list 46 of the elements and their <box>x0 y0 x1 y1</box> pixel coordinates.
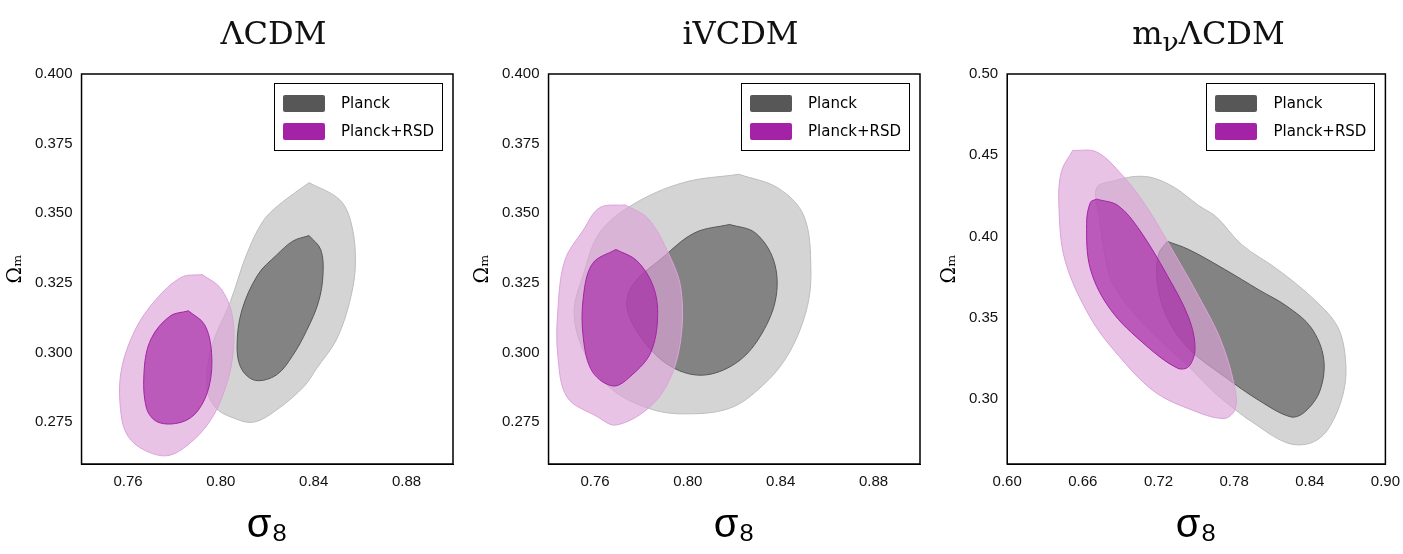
x-tick-label: 0.90 <box>1370 472 1400 490</box>
x-tick-label: 0.88 <box>391 472 422 490</box>
y-tick-label: 0.300 <box>501 342 540 360</box>
y-tick-label: 0.45 <box>968 145 999 163</box>
y-tick-label: 0.325 <box>34 273 73 291</box>
y-tick-label: 0.40 <box>968 226 999 244</box>
chart-title: ΛCDM <box>219 13 328 54</box>
legend-label: Planck <box>1273 94 1323 112</box>
x-tick-label: 0.84 <box>1295 472 1325 490</box>
y-axis-title: Ωₘ <box>2 254 27 284</box>
x-tick-label: 0.76 <box>113 472 143 490</box>
x-tick-label: 0.72 <box>1143 472 1174 490</box>
y-tick-label: 0.35 <box>968 307 999 325</box>
y-tick-label: 0.275 <box>501 412 540 430</box>
x-tick-label: 0.66 <box>1068 472 1098 490</box>
y-tick-label: 0.275 <box>34 412 73 430</box>
legend-label: Planck <box>808 94 857 112</box>
y-tick-label: 0.375 <box>34 133 73 151</box>
y-axis-title: Ωₘ <box>469 254 494 284</box>
y-tick-label: 0.350 <box>501 203 540 221</box>
x-axis-title: σ₈ <box>246 501 288 546</box>
legend-label: Planck+RSD <box>1273 122 1367 140</box>
y-tick-label: 0.350 <box>34 203 73 221</box>
legend-label: Planck+RSD <box>341 122 434 140</box>
y-tick-label: 0.400 <box>501 64 540 82</box>
y-tick-label: 0.325 <box>501 273 540 291</box>
x-tick-label: 0.84 <box>299 472 329 490</box>
y-tick-label: 0.400 <box>34 64 73 82</box>
y-axis-title: Ωₘ <box>936 254 961 284</box>
y-tick-label: 0.375 <box>501 133 540 151</box>
y-tick-label: 0.300 <box>34 342 73 360</box>
chart-title: m$_{ν}$ΛCDM <box>1131 13 1286 60</box>
x-tick-label: 0.78 <box>1219 472 1249 490</box>
x-tick-label: 0.60 <box>992 472 1022 490</box>
legend-label: Planck+RSD <box>808 122 901 140</box>
y-tick-label: 0.50 <box>968 64 999 82</box>
x-tick-label: 0.84 <box>766 472 796 490</box>
x-tick-label: 0.88 <box>858 472 889 490</box>
y-tick-label: 0.30 <box>968 389 999 407</box>
legend-label: Planck <box>341 94 390 112</box>
chart-title: iVCDM <box>681 13 800 54</box>
x-axis-title: σ₈ <box>713 501 755 546</box>
x-tick-label: 0.80 <box>206 472 236 490</box>
x-tick-label: 0.76 <box>580 472 610 490</box>
x-axis-title: σ₈ <box>1175 501 1217 546</box>
x-tick-label: 0.80 <box>673 472 703 490</box>
